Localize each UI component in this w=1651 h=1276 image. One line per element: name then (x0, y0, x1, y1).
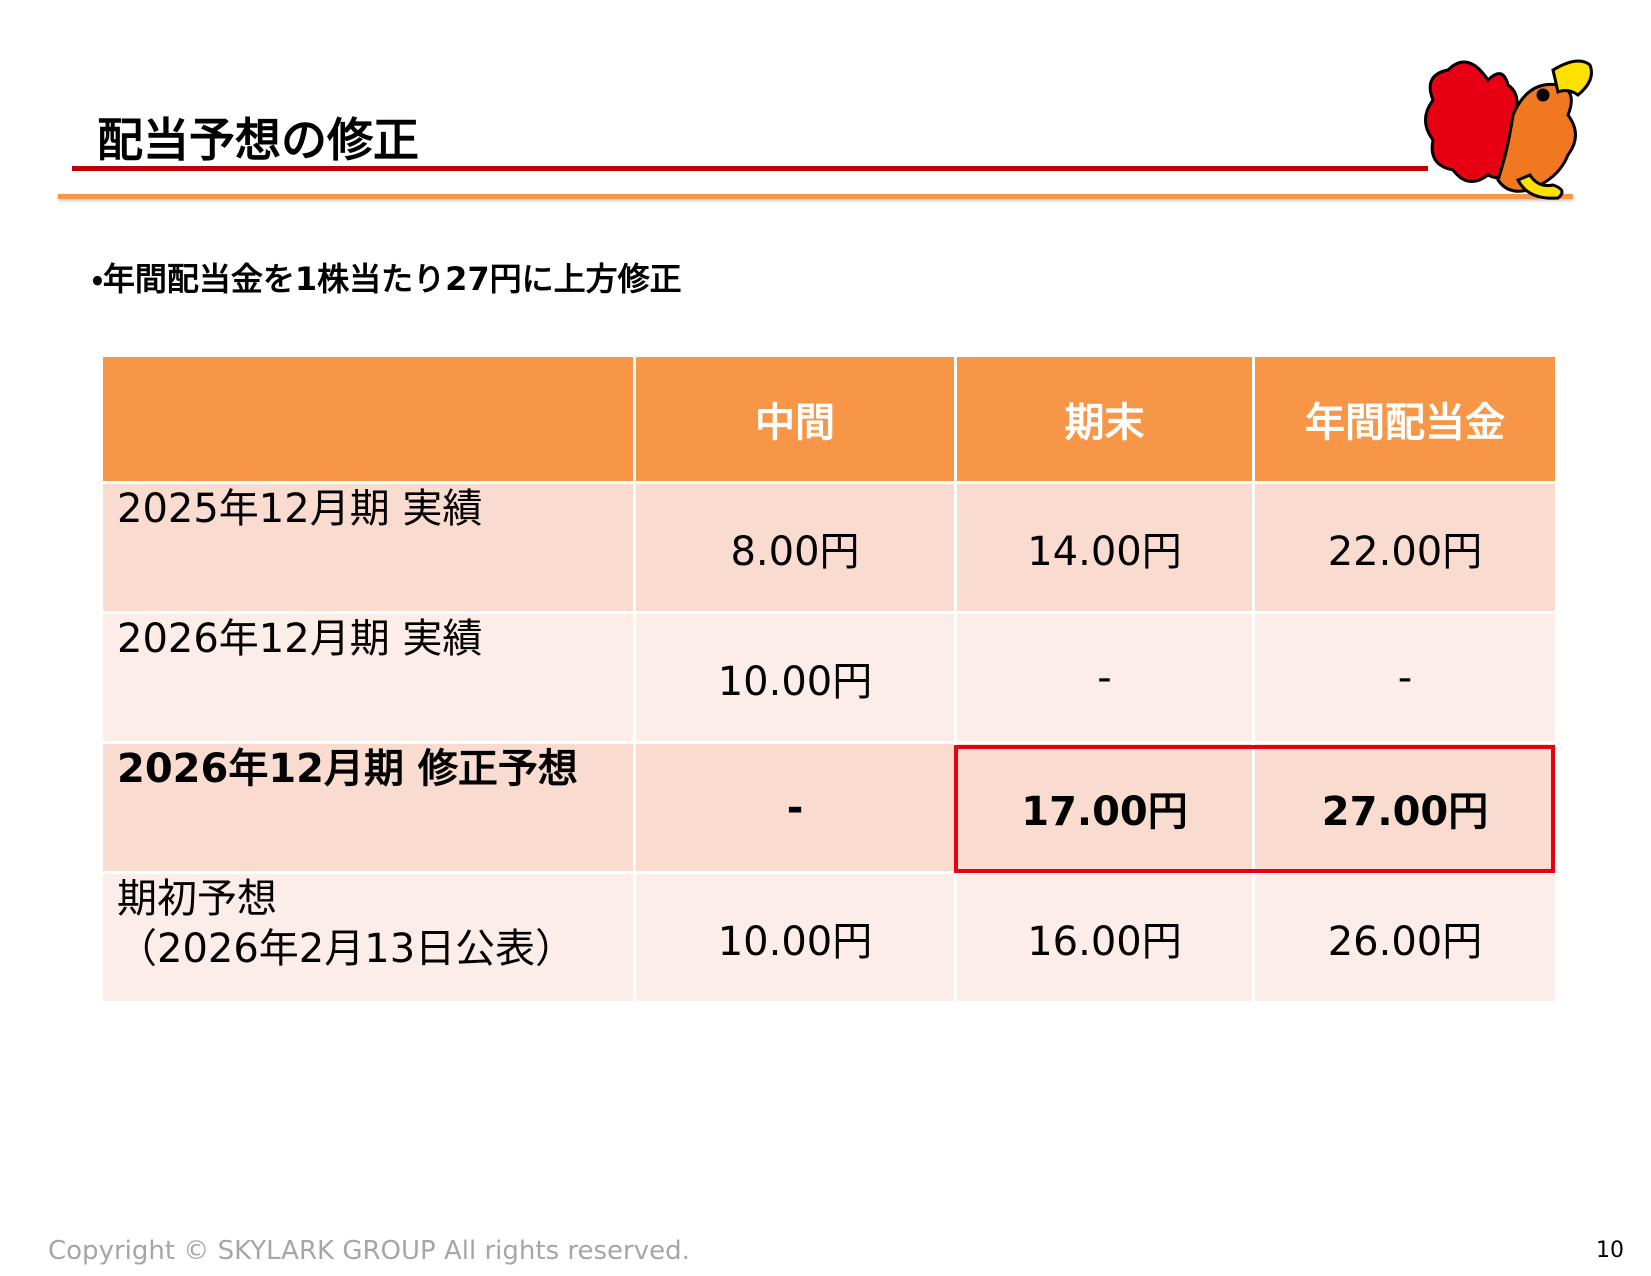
value-cell: - (957, 614, 1252, 741)
value-cell: - (636, 744, 954, 871)
value-cell: 10.00円 (636, 614, 954, 741)
label-line: 2025年12月期 実績 (117, 486, 483, 532)
value-cell: 14.00円 (957, 484, 1252, 611)
header-rule (58, 194, 1573, 199)
label-line: （2026年2月13日公表） (117, 926, 576, 972)
label-line: 期初予想 (117, 876, 277, 922)
header-cell (103, 357, 633, 481)
header-cell: 中間 (636, 357, 954, 481)
title-underline (72, 166, 1428, 171)
row-label: 2025年12月期 実績 (103, 484, 633, 611)
copyright: Copyright © SKYLARK GROUP All rights res… (48, 1236, 690, 1266)
title: 配当予想の修正 (97, 113, 419, 167)
header-cell: 年間配当金 (1255, 357, 1555, 481)
mascot (1424, 59, 1593, 200)
row-label: 2026年12月期 修正予想 (103, 744, 633, 871)
label-line: 2026年12月期 実績 (117, 616, 483, 662)
highlight-box (954, 745, 1555, 873)
bullet-text: ・年間配当金を1株当たり27円に上方修正 (92, 260, 682, 298)
value-cell: - (1255, 614, 1555, 741)
row-label: 期初予想 （2026年2月13日公表） (103, 874, 633, 1001)
value-cell: 10.00円 (636, 874, 954, 1001)
dividend-table: 中間 期末 年間配当金 2025年12月期 実績 8.00円 14.00円 22.00… (103, 357, 1555, 1001)
value-cell: 26.00円 (1255, 874, 1555, 1001)
label-line: 2026年12月期 修正予想 (117, 746, 578, 792)
value-cell: 17.00円 (957, 744, 1252, 871)
value-cell: 8.00円 (636, 484, 954, 611)
page-number: 10 (1596, 1238, 1624, 1263)
value-cell: 16.00円 (957, 874, 1252, 1001)
header-cell: 期末 (957, 357, 1252, 481)
value-cell: 27.00円 (1255, 744, 1555, 871)
row-label: 2026年12月期 実績 (103, 614, 633, 741)
value-cell: 22.00円 (1255, 484, 1555, 611)
